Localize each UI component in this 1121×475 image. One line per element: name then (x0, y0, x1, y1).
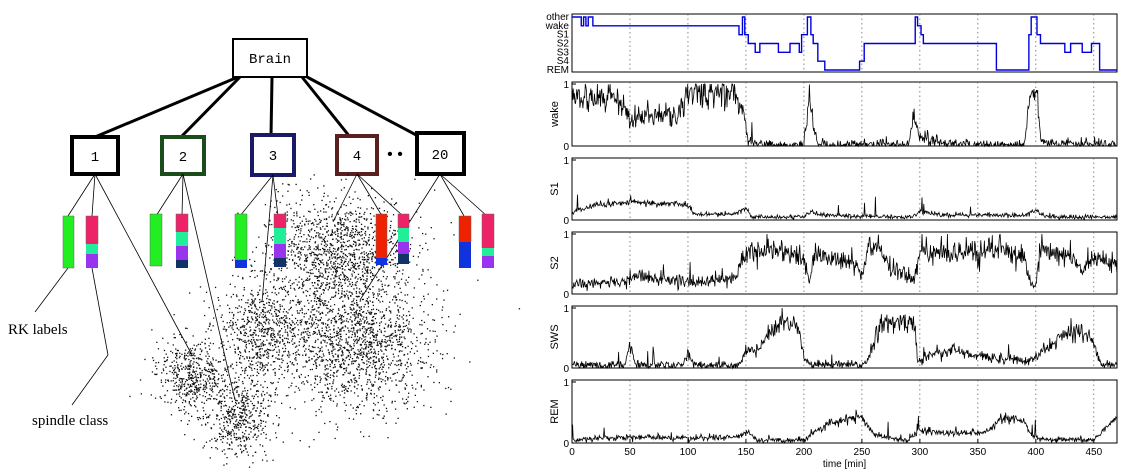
x-tick-label: 200 (796, 447, 813, 458)
label-bars (62, 213, 495, 269)
x-tick-label: 300 (912, 447, 929, 458)
y-tick-label: 0 (563, 364, 569, 375)
rk-label-bar-3 (234, 213, 248, 268)
cluster-node-1-box (70, 135, 120, 176)
scatter-cloud-4 (216, 173, 452, 352)
x-tick-label: 50 (624, 447, 636, 458)
hypnogram-level-label: S3 (557, 47, 570, 58)
scatter-cloud-20 (249, 221, 521, 448)
spindle-class-bar-3 (273, 213, 287, 267)
cluster-node-20-label: 20 (432, 148, 449, 164)
panel-ylabel: S2 (549, 256, 561, 269)
panel-s1: 0 1 S1 (549, 156, 1118, 227)
cluster-node-1: 1 (70, 135, 120, 176)
y-tick-label: 0 (563, 216, 569, 227)
edge-root-node-20 (306, 75, 421, 139)
panel-frame (571, 81, 1118, 147)
ellipsis: • • (387, 146, 403, 163)
panel-frame (571, 157, 1118, 221)
root-node: Brain (232, 38, 308, 78)
y-tick-label: 1 (563, 230, 569, 241)
panel-ylabel: wake (549, 101, 561, 128)
panel-s1-trace (571, 194, 1118, 221)
panel-rem-trace (571, 409, 1118, 445)
hypnogram-trace (572, 16, 1117, 71)
y-tick-label: 1 (563, 378, 569, 389)
panel-frame (571, 305, 1118, 369)
rk-label-bar-2 (149, 213, 163, 267)
hypnogram-level-label: other (546, 12, 569, 23)
hypnogram-level-label: REM (547, 65, 569, 76)
panel-ylabel: SWS (549, 324, 561, 349)
y-tick-label: 0 (563, 290, 569, 301)
x-tick-label: 350 (970, 447, 987, 458)
x-axis-label: time [min] (823, 459, 867, 470)
edge-root-node-1 (94, 75, 239, 139)
edge-root-node-2 (179, 75, 242, 139)
panel-frame (571, 231, 1118, 295)
scatter-cloud-1 (129, 314, 244, 436)
hypnogram-level-label: wake (545, 21, 570, 32)
x-tick-label: 250 (854, 447, 871, 458)
x-tick-label: 150 (738, 447, 755, 458)
x-tick-label: 400 (1027, 447, 1044, 458)
panel-sws-trace (571, 307, 1118, 370)
hypnogram-level-label: S1 (557, 30, 570, 41)
root-node-label: Brain (249, 52, 291, 68)
hypnogram-level-label: S2 (557, 39, 570, 50)
y-tick-label: 0 (563, 439, 569, 450)
x-tick-label: 450 (1085, 447, 1102, 458)
cluster-node-4-box (335, 134, 379, 176)
scatter-cloud-2 (187, 326, 293, 468)
spindle-class-bar-2 (175, 213, 189, 268)
spindle-class-annotation: spindle class (32, 413, 108, 429)
edge-root-node-4 (300, 76, 352, 138)
spindle-class-bar-20 (481, 213, 495, 268)
scatter-clouds (129, 173, 521, 468)
scatter-cloud-3 (179, 251, 329, 404)
x-tick-label: 0 (569, 447, 575, 458)
cluster-node-3-label: 3 (269, 149, 277, 165)
panel-s2-trace (571, 233, 1118, 292)
rk-labels-annotation: RK labels (8, 322, 68, 338)
panel-wake-trace (571, 83, 1118, 148)
hypnogram-frame (571, 13, 1118, 73)
cluster-node-20-box (415, 131, 466, 176)
cluster-node-4-label: 4 (353, 149, 361, 165)
rk-label-bar-1 (62, 215, 75, 269)
y-tick-label: 1 (563, 156, 569, 167)
spindle-class-bar-1 (85, 215, 99, 268)
panel-s2: 0 1 S2 (549, 230, 1118, 301)
x-axis: 0 50 100 150 200 250 300 350 400 450 time [min] (569, 439, 1103, 470)
panel-ylabel: S1 (549, 182, 561, 195)
cluster-node-1-label: 1 (91, 150, 99, 166)
y-tick-label: 0 (563, 142, 569, 153)
tree-edges (94, 75, 421, 139)
edge-root-node-3 (269, 76, 274, 138)
cluster-node-2: 2 (160, 135, 206, 176)
panel-ylabel: REM (549, 399, 561, 423)
cluster-node-4: 4 (335, 134, 379, 176)
hierarchy-tree: Brain 1 2 3 4 • • 20 (8, 38, 521, 468)
sleep-stage-chart: otherwakeS1S2S3S4REM01wake01S101S201SWS0… (545, 12, 1118, 470)
y-tick-label: 1 (563, 80, 569, 91)
panel-frame (571, 379, 1118, 444)
hypnogram-level-label: S4 (557, 56, 570, 67)
rk-label-bar-20 (458, 215, 472, 268)
y-tick-label: 1 (563, 304, 569, 315)
cluster-node-20: 20 (415, 131, 466, 176)
rk-label-bar-4 (375, 213, 388, 265)
x-tick-label: 100 (680, 447, 697, 458)
cluster-node-2-label: 2 (179, 150, 187, 166)
spindle-class-bar-4 (397, 213, 410, 264)
cluster-node-3: 3 (250, 133, 296, 177)
